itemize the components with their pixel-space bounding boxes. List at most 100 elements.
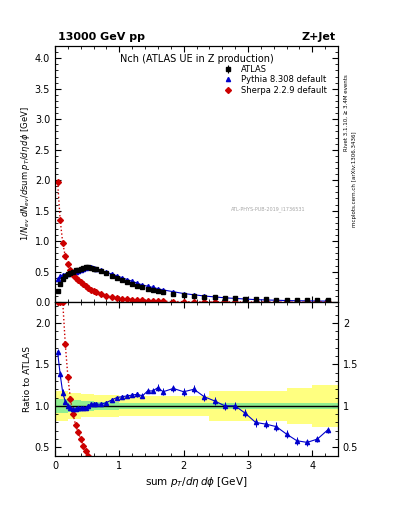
Sherpa 2.2.9 default bbox=[222, 299, 227, 305]
Text: Rivet 3.1.10, ≥ 3.4M events: Rivet 3.1.10, ≥ 3.4M events bbox=[344, 74, 349, 151]
Pythia 8.308 default bbox=[253, 296, 258, 303]
Pythia 8.308 default bbox=[191, 292, 196, 298]
Pythia 8.308 default bbox=[222, 295, 227, 301]
Pythia 8.308 default bbox=[81, 266, 86, 272]
Sherpa 2.2.9 default bbox=[86, 285, 91, 291]
Pythia 8.308 default bbox=[135, 280, 140, 286]
Pythia 8.308 default bbox=[171, 289, 176, 295]
Sherpa 2.2.9 default bbox=[66, 261, 70, 267]
Pythia 8.308 default bbox=[140, 282, 145, 288]
Pythia 8.308 default bbox=[119, 274, 124, 281]
Sherpa 2.2.9 default bbox=[156, 298, 160, 304]
Sherpa 2.2.9 default bbox=[315, 299, 320, 305]
Sherpa 2.2.9 default bbox=[233, 299, 237, 305]
Sherpa 2.2.9 default bbox=[305, 299, 309, 305]
Sherpa 2.2.9 default bbox=[191, 298, 196, 305]
Pythia 8.308 default bbox=[212, 294, 217, 300]
Sherpa 2.2.9 default bbox=[145, 297, 150, 304]
Sherpa 2.2.9 default bbox=[71, 271, 75, 278]
Pythia 8.308 default bbox=[114, 273, 119, 279]
Sherpa 2.2.9 default bbox=[264, 299, 268, 305]
Pythia 8.308 default bbox=[284, 297, 289, 304]
Pythia 8.308 default bbox=[315, 298, 320, 304]
Sherpa 2.2.9 default bbox=[104, 293, 109, 299]
Pythia 8.308 default bbox=[89, 264, 94, 270]
Y-axis label: $1/N_{ev}$ $dN_{ev}/d$sum $p_T/d\eta\,d\phi$ [GeV]: $1/N_{ev}$ $dN_{ev}/d$sum $p_T/d\eta\,d\… bbox=[19, 107, 32, 241]
Pythia 8.308 default bbox=[76, 268, 81, 274]
Pythia 8.308 default bbox=[294, 297, 299, 304]
Sherpa 2.2.9 default bbox=[151, 298, 155, 304]
Sherpa 2.2.9 default bbox=[58, 217, 62, 223]
Pythia 8.308 default bbox=[233, 295, 237, 302]
Pythia 8.308 default bbox=[161, 287, 165, 293]
Pythia 8.308 default bbox=[68, 270, 73, 276]
Text: mcplots.cern.ch [arXiv:1306.3436]: mcplots.cern.ch [arXiv:1306.3436] bbox=[352, 132, 357, 227]
Sherpa 2.2.9 default bbox=[325, 299, 330, 305]
Sherpa 2.2.9 default bbox=[274, 299, 279, 305]
Pythia 8.308 default bbox=[55, 276, 60, 282]
Pythia 8.308 default bbox=[305, 298, 309, 304]
Pythia 8.308 default bbox=[73, 268, 78, 274]
Sherpa 2.2.9 default bbox=[73, 274, 78, 281]
Pythia 8.308 default bbox=[66, 271, 70, 277]
X-axis label: sum $p_T/d\eta\,d\phi$ [GeV]: sum $p_T/d\eta\,d\phi$ [GeV] bbox=[145, 475, 248, 489]
Sherpa 2.2.9 default bbox=[94, 289, 99, 295]
Y-axis label: Ratio to ATLAS: Ratio to ATLAS bbox=[23, 346, 32, 412]
Line: Sherpa 2.2.9 default: Sherpa 2.2.9 default bbox=[55, 180, 330, 304]
Pythia 8.308 default bbox=[156, 286, 160, 292]
Pythia 8.308 default bbox=[264, 297, 268, 303]
Pythia 8.308 default bbox=[181, 290, 186, 296]
Sherpa 2.2.9 default bbox=[212, 299, 217, 305]
Pythia 8.308 default bbox=[145, 283, 150, 289]
Pythia 8.308 default bbox=[151, 284, 155, 290]
Sherpa 2.2.9 default bbox=[161, 298, 165, 305]
Pythia 8.308 default bbox=[58, 273, 62, 280]
Pythia 8.308 default bbox=[130, 279, 134, 285]
Pythia 8.308 default bbox=[104, 269, 109, 275]
Sherpa 2.2.9 default bbox=[114, 295, 119, 301]
Sherpa 2.2.9 default bbox=[253, 299, 258, 305]
Sherpa 2.2.9 default bbox=[294, 299, 299, 305]
Sherpa 2.2.9 default bbox=[99, 291, 104, 297]
Sherpa 2.2.9 default bbox=[125, 296, 129, 302]
Pythia 8.308 default bbox=[84, 265, 88, 271]
Sherpa 2.2.9 default bbox=[140, 297, 145, 304]
Sherpa 2.2.9 default bbox=[171, 298, 176, 305]
Pythia 8.308 default bbox=[63, 271, 68, 278]
Sherpa 2.2.9 default bbox=[202, 299, 207, 305]
Sherpa 2.2.9 default bbox=[61, 240, 65, 246]
Legend: ATLAS, Pythia 8.308 default, Sherpa 2.2.9 default: ATLAS, Pythia 8.308 default, Sherpa 2.2.… bbox=[218, 63, 328, 97]
Sherpa 2.2.9 default bbox=[119, 295, 124, 302]
Line: Pythia 8.308 default: Pythia 8.308 default bbox=[55, 265, 330, 303]
Pythia 8.308 default bbox=[325, 298, 330, 304]
Sherpa 2.2.9 default bbox=[63, 253, 68, 260]
Pythia 8.308 default bbox=[91, 265, 96, 271]
Text: ATL-PHYS-PUB-2019_I1736531: ATL-PHYS-PUB-2019_I1736531 bbox=[230, 206, 305, 211]
Pythia 8.308 default bbox=[243, 296, 248, 302]
Text: Z+Jet: Z+Jet bbox=[301, 32, 335, 42]
Sherpa 2.2.9 default bbox=[284, 299, 289, 305]
Sherpa 2.2.9 default bbox=[84, 283, 88, 289]
Text: Nch (ATLAS UE in Z production): Nch (ATLAS UE in Z production) bbox=[119, 54, 274, 64]
Sherpa 2.2.9 default bbox=[81, 281, 86, 287]
Sherpa 2.2.9 default bbox=[130, 296, 134, 303]
Pythia 8.308 default bbox=[274, 297, 279, 303]
Pythia 8.308 default bbox=[125, 276, 129, 283]
Sherpa 2.2.9 default bbox=[76, 277, 81, 283]
Sherpa 2.2.9 default bbox=[91, 288, 96, 294]
Pythia 8.308 default bbox=[86, 264, 91, 270]
Sherpa 2.2.9 default bbox=[78, 279, 83, 285]
Sherpa 2.2.9 default bbox=[135, 297, 140, 303]
Sherpa 2.2.9 default bbox=[243, 299, 248, 305]
Sherpa 2.2.9 default bbox=[181, 298, 186, 305]
Sherpa 2.2.9 default bbox=[89, 287, 94, 293]
Sherpa 2.2.9 default bbox=[68, 267, 73, 273]
Text: 13000 GeV pp: 13000 GeV pp bbox=[58, 32, 145, 42]
Pythia 8.308 default bbox=[99, 267, 104, 273]
Pythia 8.308 default bbox=[71, 270, 75, 276]
Pythia 8.308 default bbox=[78, 267, 83, 273]
Pythia 8.308 default bbox=[61, 272, 65, 279]
Sherpa 2.2.9 default bbox=[55, 179, 60, 185]
Pythia 8.308 default bbox=[94, 266, 99, 272]
Pythia 8.308 default bbox=[202, 293, 207, 299]
